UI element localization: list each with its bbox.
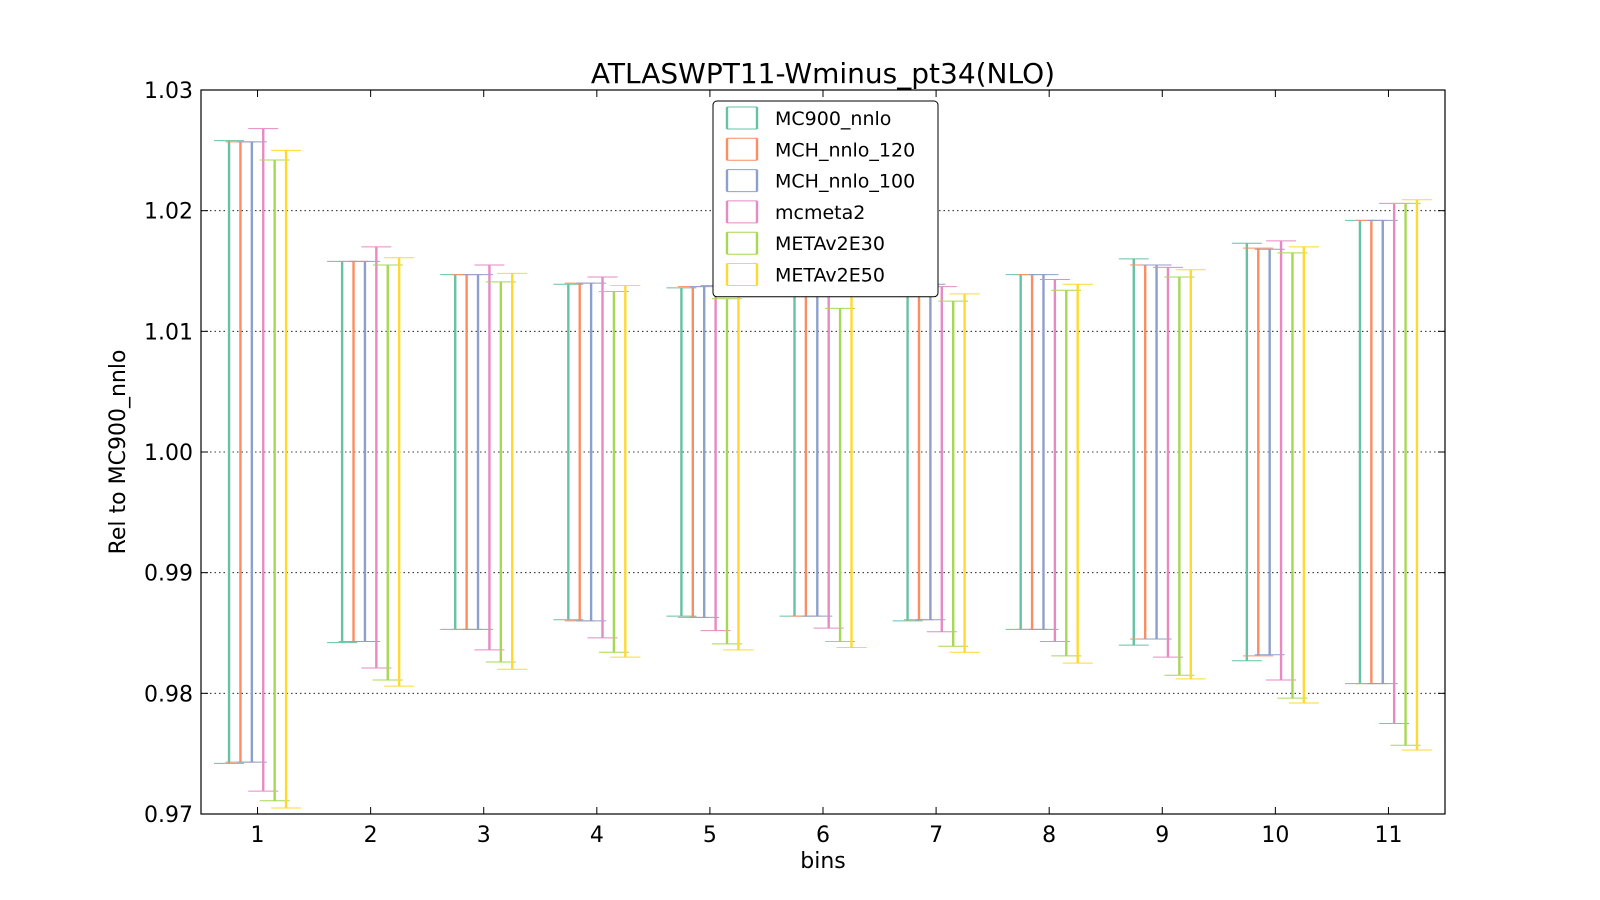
legend-item: mcmeta2 xyxy=(725,200,865,224)
legend: MC900_nnlo MCH_nnlo_120 MCH_nnlo_100mcmeta… xyxy=(712,100,939,298)
chart-title: ATLASWPT11-Wminus_pt34(NLO) xyxy=(591,57,1055,90)
series-mcmeta2 xyxy=(248,128,1410,792)
x-tick-label: 1 xyxy=(251,823,265,848)
y-axis-label: Rel to MC900_nnlo xyxy=(106,350,131,555)
axis-ticks: 0.97 0.98 0.99 1.00 1.01 1.02 1.03 1 2 3 4 5 6 7 8 9 10 1… xyxy=(144,79,1445,848)
x-tick-label: 3 xyxy=(477,823,491,848)
legend-item: MCH_nnlo_100 xyxy=(725,169,915,193)
y-tick-label: 1.01 xyxy=(144,320,193,345)
x-tick-label: 9 xyxy=(1155,823,1169,848)
series-MCH_nnlo_100 xyxy=(236,141,1398,763)
x-tick-label: 6 xyxy=(816,823,830,848)
legend-item: MCH_nnlo_120 xyxy=(725,137,915,161)
x-tick-label: 10 xyxy=(1261,823,1289,848)
legend-item: METAv2E30 xyxy=(725,231,885,255)
series-MC900_nnlo xyxy=(214,140,1375,764)
legend-label: MCH_nnlo_120 xyxy=(775,139,915,161)
y-tick-label: 0.98 xyxy=(144,682,193,707)
x-axis-label: bins xyxy=(800,849,845,874)
y-tick-label: 1.03 xyxy=(144,79,193,104)
series-METAv2E50 xyxy=(271,149,1432,809)
error-bars xyxy=(214,128,1432,809)
x-tick-label: 5 xyxy=(703,823,717,848)
x-tick-label: 11 xyxy=(1374,823,1402,848)
x-tick-label: 7 xyxy=(929,823,943,848)
legend-label: METAv2E30 xyxy=(775,233,885,255)
legend-item: MC900_nnlo xyxy=(725,106,891,130)
legend-label: mcmeta2 xyxy=(775,202,865,224)
y-tick-label: 1.00 xyxy=(144,441,193,466)
y-tick-label: 0.97 xyxy=(144,803,193,828)
y-tick-label: 1.02 xyxy=(144,200,193,225)
legend-label: MCH_nnlo_100 xyxy=(775,171,915,193)
series-MCH_nnlo_120 xyxy=(225,141,1387,763)
legend-item: METAv2E50 xyxy=(725,263,885,287)
legend-label: MC900_nnlo xyxy=(775,108,891,130)
x-tick-label: 4 xyxy=(590,823,604,848)
legend-box xyxy=(712,100,939,298)
x-tick-label: 8 xyxy=(1042,823,1056,848)
legend-label: METAv2E50 xyxy=(775,265,885,287)
x-tick-label: 2 xyxy=(364,823,378,848)
series-METAv2E30 xyxy=(259,159,1421,802)
y-tick-label: 0.99 xyxy=(144,562,193,587)
